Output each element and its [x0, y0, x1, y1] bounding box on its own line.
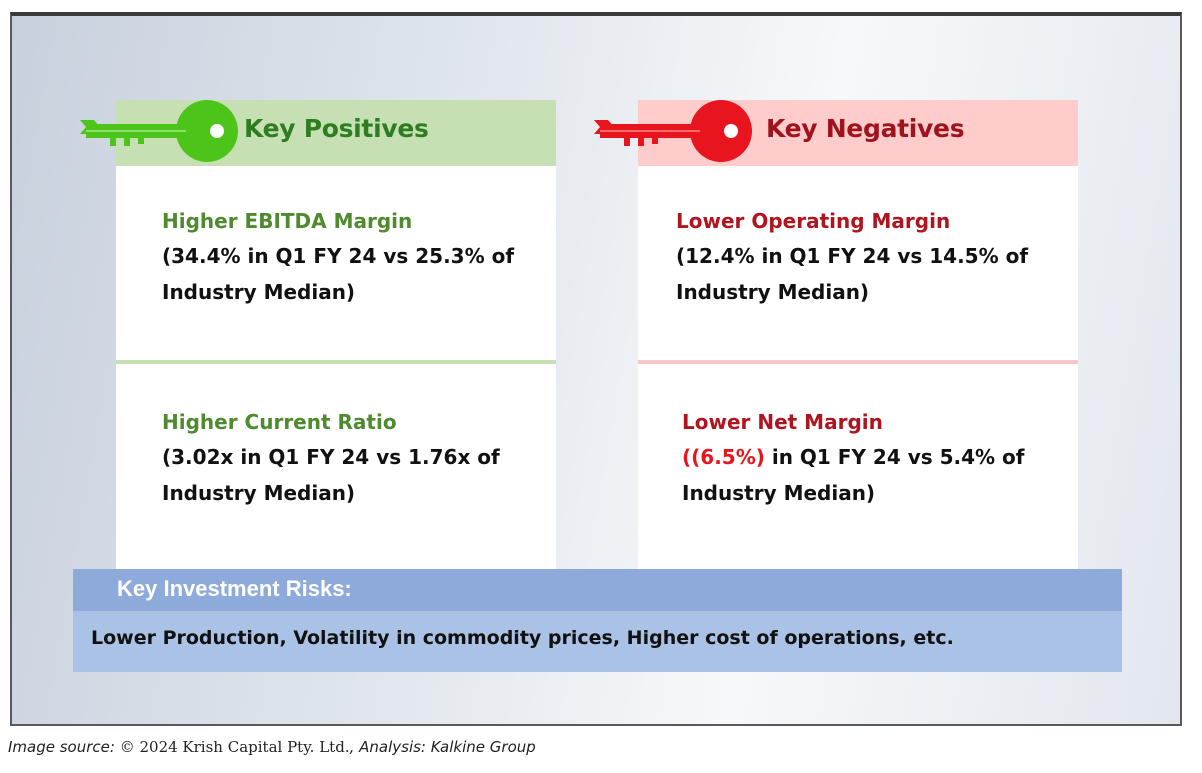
negative-divider [638, 360, 1078, 364]
negative-item-detail: Industry Median) [676, 280, 870, 304]
caption-prefix: Image source: [8, 738, 120, 756]
green-key-icon [80, 100, 238, 162]
negative-item-detail-rest: in Q1 FY 24 vs 5.4% of [764, 445, 1025, 469]
key-negatives-card: Key Negatives Lower Operating Margin (12… [638, 100, 1078, 571]
investment-risks-header: Key Investment Risks: [73, 569, 1122, 611]
negative-highlight-value: ((6.5%) [682, 445, 765, 469]
negative-item: Lower Operating Margin (12.4% in Q1 FY 2… [676, 204, 1056, 310]
negative-item-title: Lower Net Margin [682, 410, 883, 434]
positive-item-detail: (34.4% in Q1 FY 24 vs 25.3% of [162, 244, 515, 268]
positive-item-detail: Industry Median) [162, 481, 356, 505]
caption-source: © 2024 Krish Capital Pty. Ltd. [119, 738, 350, 756]
positive-item-detail: (3.02x in Q1 FY 24 vs 1.76x of [162, 445, 500, 469]
negative-item-detail: (12.4% in Q1 FY 24 vs 14.5% of [676, 244, 1029, 268]
negative-item-detail: ((6.5%) in Q1 FY 24 vs 5.4% of [682, 439, 1062, 475]
positive-item: Higher Current Ratio (3.02x in Q1 FY 24 … [162, 405, 542, 511]
positive-item-title: Higher EBITDA Margin [162, 209, 413, 233]
positive-item-title: Higher Current Ratio [162, 410, 397, 434]
infographic-frame: Key Positives Higher EBITDA Margin (34.4… [10, 12, 1182, 726]
positive-divider [116, 360, 556, 364]
caption-suffix: , Analysis: Kalkine Group [349, 738, 536, 756]
key-negatives-title: Key Negatives [766, 114, 965, 143]
investment-risks-text: Lower Production, Volatility in commodit… [91, 627, 954, 649]
negative-item: Lower Net Margin ((6.5%) in Q1 FY 24 vs … [682, 405, 1062, 511]
negative-item-title: Lower Operating Margin [676, 209, 951, 233]
red-key-icon [594, 100, 752, 162]
positive-item: Higher EBITDA Margin (34.4% in Q1 FY 24 … [162, 204, 542, 310]
negative-item-detail: Industry Median) [682, 481, 876, 505]
image-caption: Image source: © 2024 Krish Capital Pty. … [8, 738, 536, 756]
investment-risks-box: Key Investment Risks: Lower Production, … [73, 569, 1122, 672]
key-positives-title: Key Positives [244, 114, 429, 143]
investment-risks-title: Key Investment Risks: [117, 576, 352, 601]
positive-item-detail: Industry Median) [162, 280, 356, 304]
key-positives-card: Key Positives Higher EBITDA Margin (34.4… [116, 100, 556, 571]
